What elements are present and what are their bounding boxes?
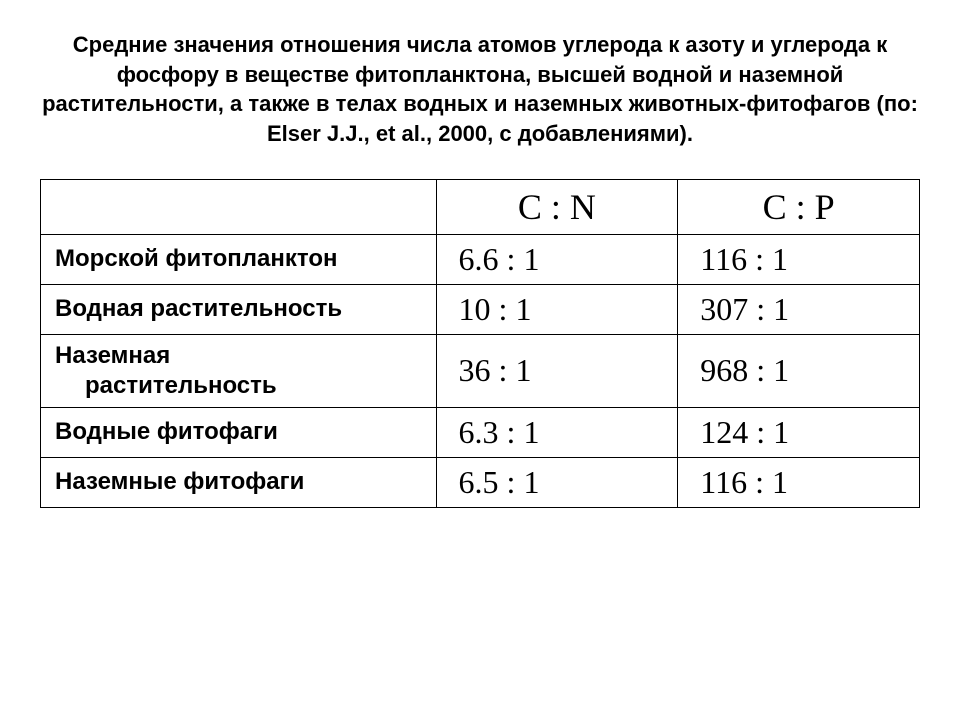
cell-cn: 10 : 1 (436, 284, 678, 334)
cell-cp: 968 : 1 (678, 334, 920, 407)
cell-cp: 307 : 1 (678, 284, 920, 334)
cell-cp: 124 : 1 (678, 407, 920, 457)
table-row: Наземные фитофаги 6.5 : 1 116 : 1 (41, 457, 920, 507)
cell-cn: 6.5 : 1 (436, 457, 678, 507)
cell-cp: 116 : 1 (678, 457, 920, 507)
cell-cn: 6.3 : 1 (436, 407, 678, 457)
cell-cn: 36 : 1 (436, 334, 678, 407)
col-header-blank (41, 179, 437, 234)
cell-cp: 116 : 1 (678, 234, 920, 284)
row-label: Водная растительность (41, 284, 437, 334)
col-header-cn: C : N (436, 179, 678, 234)
table-row: Морской фитопланктон 6.6 : 1 116 : 1 (41, 234, 920, 284)
col-header-cp: C : P (678, 179, 920, 234)
table-row: Водная растительность 10 : 1 307 : 1 (41, 284, 920, 334)
table-row: Наземнаярастительность 36 : 1 968 : 1 (41, 334, 920, 407)
row-label: Наземнаярастительность (41, 334, 437, 407)
slide-title: Средние значения отношения числа атомов … (40, 30, 920, 149)
table-row: Водные фитофаги 6.3 : 1 124 : 1 (41, 407, 920, 457)
row-label: Морской фитопланктон (41, 234, 437, 284)
row-label: Водные фитофаги (41, 407, 437, 457)
table-header-row: C : N C : P (41, 179, 920, 234)
ratio-table: C : N C : P Морской фитопланктон 6.6 : 1… (40, 179, 920, 508)
cell-cn: 6.6 : 1 (436, 234, 678, 284)
row-label: Наземные фитофаги (41, 457, 437, 507)
